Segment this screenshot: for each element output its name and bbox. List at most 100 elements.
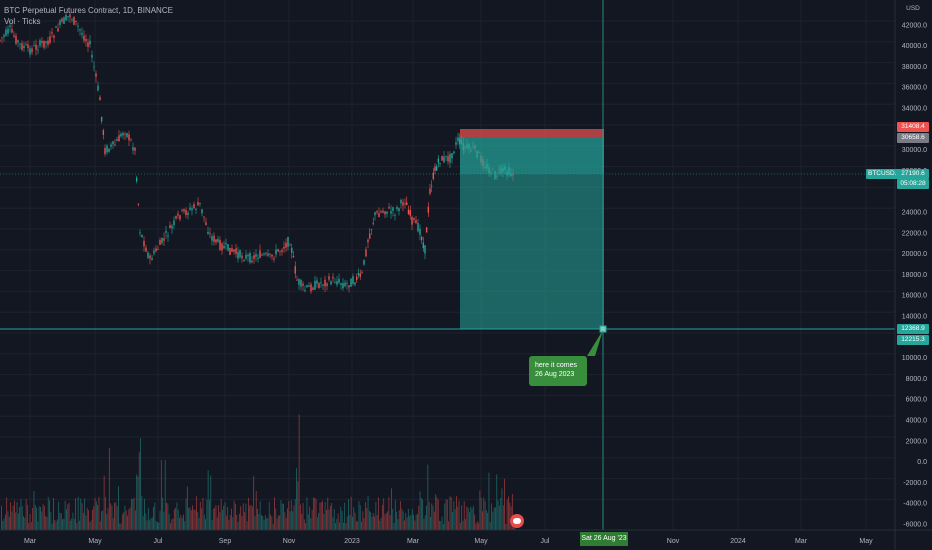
volume-bar bbox=[173, 509, 175, 530]
volume-bar bbox=[49, 500, 50, 530]
target-price-badge: 12368.9 bbox=[897, 324, 929, 334]
volume-bar bbox=[296, 468, 297, 530]
volume-bar bbox=[115, 502, 117, 530]
volume-bar bbox=[380, 517, 382, 530]
volume-bar bbox=[461, 505, 463, 530]
volume-bar bbox=[186, 486, 188, 530]
volume-bar bbox=[368, 510, 370, 530]
candle-body bbox=[110, 144, 112, 147]
volume-bar bbox=[480, 497, 482, 530]
volume-bar bbox=[108, 448, 110, 530]
volume-bar bbox=[16, 502, 18, 530]
volume-bar bbox=[457, 506, 459, 530]
volume-bar bbox=[332, 517, 334, 530]
volume-bar bbox=[185, 498, 187, 530]
candle-body bbox=[279, 251, 281, 253]
candle-body bbox=[183, 209, 185, 212]
profit-zone[interactable] bbox=[460, 138, 604, 329]
price-tick-label: 30000.0 bbox=[902, 147, 927, 154]
volume-bar bbox=[436, 497, 438, 530]
volume-bar bbox=[314, 497, 316, 530]
volume-bar bbox=[444, 503, 446, 530]
volume-bar bbox=[289, 511, 291, 530]
candle-body bbox=[165, 231, 167, 233]
candle-body bbox=[143, 240, 145, 247]
volume-bar bbox=[367, 496, 369, 530]
volume-bar bbox=[81, 503, 83, 530]
candle-body bbox=[209, 233, 211, 234]
volume-bar bbox=[133, 497, 135, 530]
volume-bar bbox=[336, 518, 338, 530]
candle-body bbox=[287, 237, 289, 247]
candle-body bbox=[89, 40, 91, 45]
candle-body bbox=[453, 151, 455, 154]
volume-bar bbox=[387, 511, 388, 530]
volume-bar bbox=[219, 512, 221, 530]
volume-bar bbox=[430, 516, 431, 530]
volume-bar bbox=[470, 506, 472, 530]
candle-body bbox=[251, 260, 253, 263]
candle-body bbox=[71, 19, 73, 21]
volume-bar bbox=[259, 501, 261, 530]
candle-body bbox=[261, 255, 263, 256]
volume-bar bbox=[268, 501, 270, 530]
volume-bar bbox=[478, 523, 479, 530]
volume-bar bbox=[255, 491, 257, 530]
candle-body bbox=[281, 250, 283, 252]
volume-bar bbox=[279, 515, 281, 530]
volume-bar bbox=[53, 497, 54, 530]
candle-body bbox=[245, 254, 247, 259]
candle-body bbox=[15, 35, 17, 44]
candle-body bbox=[189, 207, 191, 210]
volume-bar bbox=[111, 505, 113, 530]
time-axis[interactable]: Mar May Jul Sep Nov 2023 Mar May Jul Nov 2024 Mar Ma… bbox=[24, 538, 873, 545]
volume-bar bbox=[177, 509, 179, 530]
volume-bar bbox=[342, 522, 344, 530]
volume-bar bbox=[335, 523, 336, 530]
target-handle[interactable] bbox=[599, 325, 607, 333]
candle-body bbox=[340, 283, 342, 286]
stop-zone[interactable] bbox=[460, 129, 604, 138]
volume-indicator-label[interactable]: Vol · Ticks bbox=[4, 17, 41, 26]
volume-bar bbox=[236, 514, 238, 530]
candle-body bbox=[213, 235, 215, 242]
price-tick-label: 42000.0 bbox=[902, 22, 927, 29]
volume-bar bbox=[287, 508, 288, 530]
price-tick-label: -2000.0 bbox=[903, 480, 927, 487]
volume-bar bbox=[124, 505, 126, 530]
volume-bar bbox=[349, 514, 351, 530]
candle-body bbox=[197, 202, 199, 206]
volume-bar bbox=[123, 512, 125, 530]
candle-body bbox=[441, 156, 443, 161]
volume-bar bbox=[250, 504, 252, 530]
volume-bar bbox=[374, 516, 375, 530]
candle-body bbox=[320, 282, 322, 284]
candle-body bbox=[314, 280, 316, 290]
alert-icon[interactable] bbox=[510, 514, 524, 528]
volume-bar bbox=[137, 476, 139, 530]
candle-body bbox=[376, 211, 378, 213]
volume-bar bbox=[396, 511, 398, 530]
annotation-callout[interactable]: here it comes 26 Aug 2023 bbox=[529, 356, 587, 386]
price-tick-label: 2000.0 bbox=[906, 438, 928, 445]
candle-body bbox=[318, 283, 320, 289]
volume-bar bbox=[159, 510, 161, 530]
volume-bar bbox=[92, 509, 93, 530]
volume-bar bbox=[231, 508, 232, 530]
price-tick-label: 4000.0 bbox=[906, 418, 928, 425]
volume-bar bbox=[307, 514, 309, 530]
volume-bar bbox=[79, 520, 80, 530]
volume-bar bbox=[45, 515, 47, 530]
candle-body bbox=[344, 282, 346, 287]
entry-price-badge: 30658.6 bbox=[897, 133, 929, 143]
volume-bar bbox=[114, 502, 115, 530]
volume-bar bbox=[183, 514, 184, 530]
volume-bar bbox=[46, 516, 48, 530]
candle-body bbox=[374, 212, 376, 216]
price-tick-label: 0.0 bbox=[917, 459, 927, 466]
price-axis[interactable]: 42000.0 40000.0 38000.0 36000.0 34000.0 30000… bbox=[902, 22, 927, 528]
volume-bar bbox=[298, 414, 300, 530]
candle-body bbox=[361, 272, 363, 274]
volume-bar bbox=[407, 508, 409, 530]
